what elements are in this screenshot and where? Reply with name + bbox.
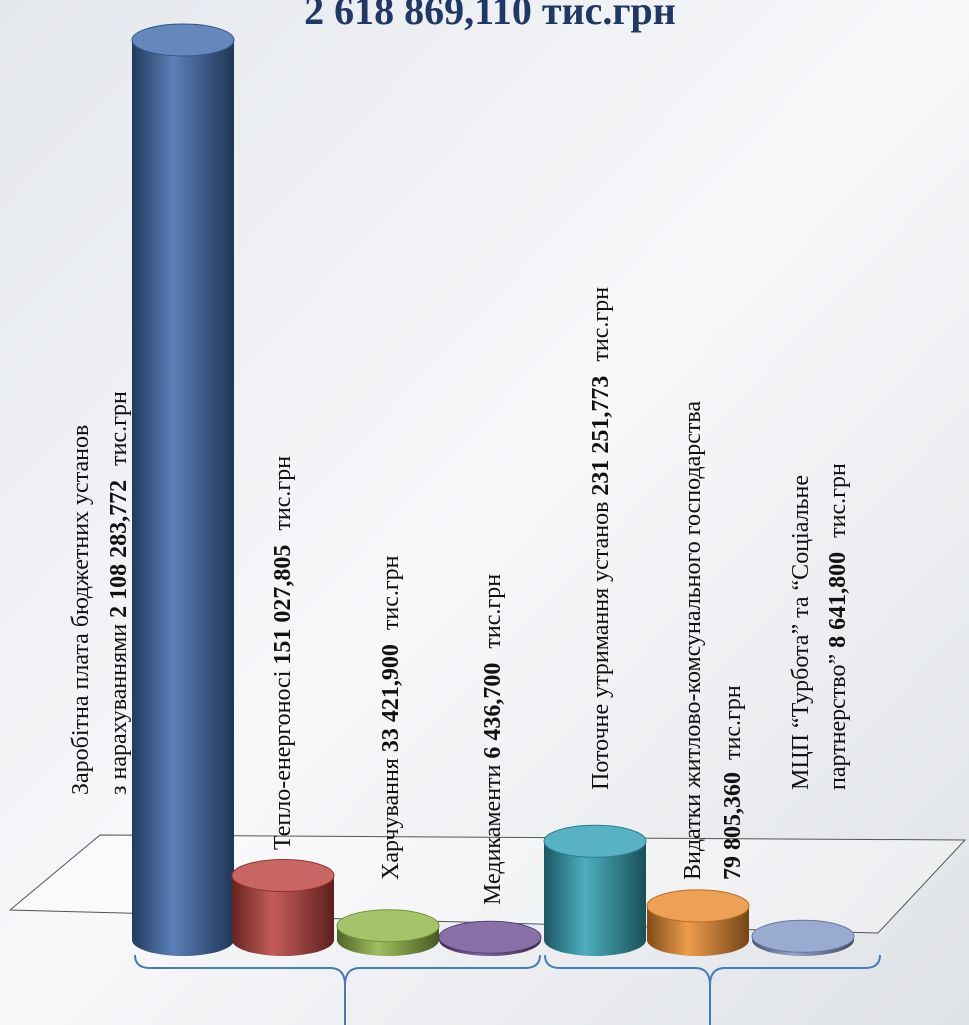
unit-label: тис.грн — [588, 287, 614, 362]
category-text: Видатки житлово-комсунального господарст… — [680, 401, 706, 880]
category-label: Заробітна плата бюджетних установ — [68, 425, 94, 795]
category-text: МЦП “Турбота” та “Соціальне — [788, 475, 814, 790]
value-label: 231 251,773 — [588, 370, 614, 496]
category-label: з нарахуваннями 2 108 283,772 тис.грн — [106, 391, 132, 795]
category-text: Харчування — [378, 752, 404, 880]
category-text: Медикаменти — [480, 759, 506, 905]
bar-top — [336, 909, 440, 943]
value-label: 33 421,900 — [378, 638, 404, 752]
bar-top — [231, 859, 335, 893]
value-label: 79 805,360 — [720, 772, 746, 880]
value-label: 151 027,805 — [270, 539, 296, 665]
bar-top — [438, 920, 542, 954]
unit-label: тис.грн — [825, 463, 851, 538]
unit-label: тис.грн — [720, 685, 746, 760]
bar — [132, 40, 234, 956]
unit-label: тис.грн — [270, 456, 296, 531]
category-label: Поточне утримання установ 231 251,773 ти… — [588, 287, 614, 790]
bar-top — [751, 919, 855, 953]
bar-top — [646, 889, 750, 923]
value-line: 79 805,360 тис.грн — [720, 685, 746, 880]
value-label: 2 108 283,772 — [106, 474, 132, 618]
bar-top — [543, 824, 647, 858]
value-label: 8 641,800 — [825, 546, 851, 648]
category-label: Харчування 33 421,900 тис.грн — [378, 555, 404, 880]
bracket — [134, 954, 541, 1025]
chart-title: 2 618 869,110 тис.грн — [304, 0, 676, 33]
category-label: Тепло-енергоносі 151 027,805 тис.грн — [270, 456, 296, 850]
category-text: Заробітна плата бюджетних установ — [68, 425, 94, 795]
unit-label: тис.грн — [106, 391, 132, 466]
unit-label: тис.грн — [480, 574, 506, 649]
unit-label: тис.грн — [378, 555, 404, 630]
bar — [544, 841, 646, 956]
category-label: Видатки житлово-комсунального господарст… — [680, 401, 706, 880]
category-text: Тепло-енергоносі — [270, 665, 296, 850]
category-label: партнерство” 8 641,800 тис.грн — [825, 463, 851, 790]
value-label: 6 436,700 — [480, 657, 506, 759]
category-label: МЦП “Турбота” та “Соціальне — [788, 475, 814, 790]
category-text: з нарахуваннями — [106, 618, 132, 795]
category-text: партнерство” — [825, 648, 851, 790]
category-label: Медикаменти 6 436,700 тис.грн — [480, 574, 506, 905]
bracket — [544, 954, 881, 1025]
bar — [232, 875, 334, 956]
bar-top — [131, 23, 235, 57]
category-text: Поточне утримання установ — [588, 496, 614, 790]
